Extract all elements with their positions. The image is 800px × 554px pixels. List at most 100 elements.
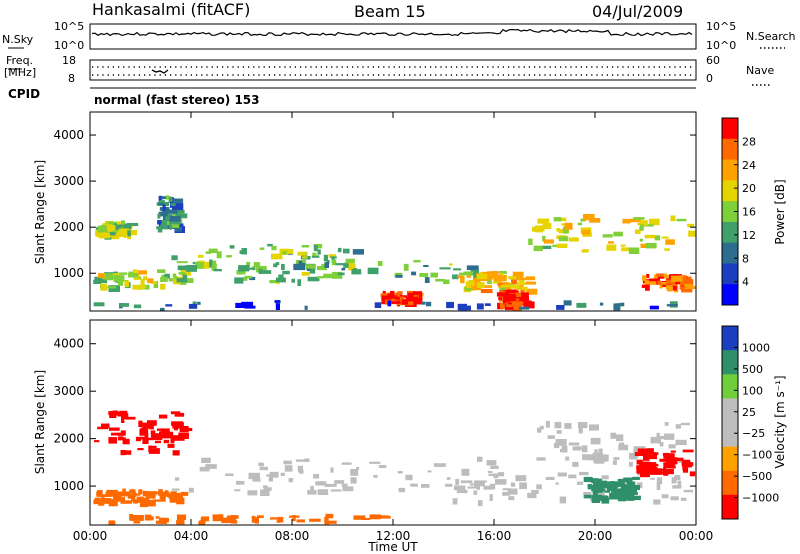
velocity-cell	[643, 469, 649, 473]
velocity-cell	[163, 439, 170, 444]
velocity-cell	[170, 436, 175, 444]
velocity-cell	[170, 411, 181, 415]
velocity-cell	[493, 473, 499, 479]
power-cell	[670, 215, 676, 222]
power-cell	[126, 223, 139, 227]
velocity-cell	[657, 436, 667, 440]
velocity-cell	[252, 478, 261, 482]
velocity-cell	[555, 439, 567, 446]
power-cell	[165, 304, 173, 307]
power-cell	[119, 303, 130, 307]
power-cell	[564, 222, 573, 230]
velocity-cell	[108, 520, 116, 525]
nave-tick-low: 0	[706, 72, 713, 85]
velocity-cell	[640, 470, 650, 478]
power-cell	[542, 235, 546, 242]
velocity-cell	[674, 475, 681, 481]
velocity-cell	[455, 478, 459, 485]
power-cell	[161, 274, 166, 278]
velocity-cell	[137, 448, 144, 451]
velocity-cell	[180, 491, 189, 496]
power-cell	[495, 276, 505, 282]
y-tick-label: 3000	[53, 384, 84, 398]
velocity-cell	[613, 457, 620, 460]
velocity-cell	[531, 490, 539, 494]
colorbar-swatch	[722, 159, 738, 181]
colorbar-tick-label: −1000	[742, 492, 779, 505]
velocity-cell	[515, 475, 527, 482]
velocity-cell	[269, 471, 279, 478]
velocity-cell	[398, 487, 406, 493]
velocity-cell	[149, 448, 160, 454]
velocity-cell	[663, 467, 666, 474]
power-cell	[582, 230, 590, 235]
power-cell	[665, 239, 675, 245]
velocity-cell	[659, 458, 670, 462]
power-cell	[246, 261, 251, 267]
velocity-y-ticks: 4000 3000 2000 1000	[53, 337, 696, 493]
power-cell	[499, 287, 507, 293]
power-cell	[537, 218, 550, 224]
power-cell	[271, 253, 283, 260]
nsearch-tick-low: 10^0	[706, 39, 736, 52]
velocity-cell	[341, 483, 348, 487]
power-y-ticks: 4000 3000 2000 1000	[53, 128, 696, 280]
power-cell	[150, 281, 157, 284]
velocity-cell	[614, 483, 626, 487]
velocity-cell	[587, 485, 596, 490]
power-cell	[103, 227, 107, 230]
power-cell	[297, 251, 307, 256]
power-cell	[166, 209, 178, 214]
power-cell	[304, 305, 308, 310]
power-cell	[639, 224, 644, 231]
power-cell	[446, 301, 454, 309]
power-cell	[452, 274, 459, 280]
power-cell	[635, 229, 641, 234]
power-cell	[543, 239, 554, 244]
power-cell	[642, 224, 654, 227]
velocity-cell	[131, 496, 136, 502]
velocity-cell	[356, 467, 360, 471]
velocity-cell	[675, 439, 687, 446]
power-cell	[175, 226, 182, 232]
velocity-cell	[628, 492, 638, 495]
power-cell	[162, 204, 166, 212]
velocity-cell	[594, 449, 598, 456]
velocity-cell	[476, 483, 480, 490]
velocity-cell	[592, 452, 603, 460]
power-cell	[659, 285, 663, 289]
mode-text: normal (fast stereo) 153	[94, 93, 260, 107]
power-cell	[681, 286, 693, 293]
power-cell	[411, 271, 417, 276]
velocity-cell	[172, 450, 180, 456]
velocity-cell	[280, 472, 285, 476]
power-cell	[282, 251, 287, 255]
velocity-cell	[604, 490, 610, 493]
velocity-cell	[361, 518, 371, 520]
power-cell	[204, 265, 216, 268]
power-cell	[583, 214, 595, 221]
velocity-cell	[231, 520, 238, 524]
power-cell	[602, 234, 613, 238]
velocity-cell	[473, 480, 485, 487]
freq-label-line1: Freq.	[6, 54, 33, 67]
velocity-colorbar: 1000 500 100 25 −25 −100 −500 −1000	[721, 325, 779, 520]
x-tick-label: 00:00	[679, 529, 714, 543]
velocity-cell	[317, 489, 329, 495]
power-cell	[519, 306, 530, 310]
velocity-cell	[410, 483, 418, 487]
velocity-cell	[647, 463, 658, 467]
power-cell	[311, 255, 320, 258]
power-cell	[408, 298, 413, 301]
velocity-cell	[689, 471, 696, 477]
power-cell	[494, 271, 498, 275]
velocity-cell	[263, 487, 272, 491]
velocity-cell	[489, 494, 493, 501]
power-cell	[114, 223, 126, 230]
power-cell	[195, 262, 206, 269]
power-cell	[664, 248, 670, 251]
power-cell	[176, 261, 188, 264]
freq-frame	[89, 59, 697, 81]
power-cell	[396, 295, 408, 298]
power-cell	[541, 245, 552, 249]
